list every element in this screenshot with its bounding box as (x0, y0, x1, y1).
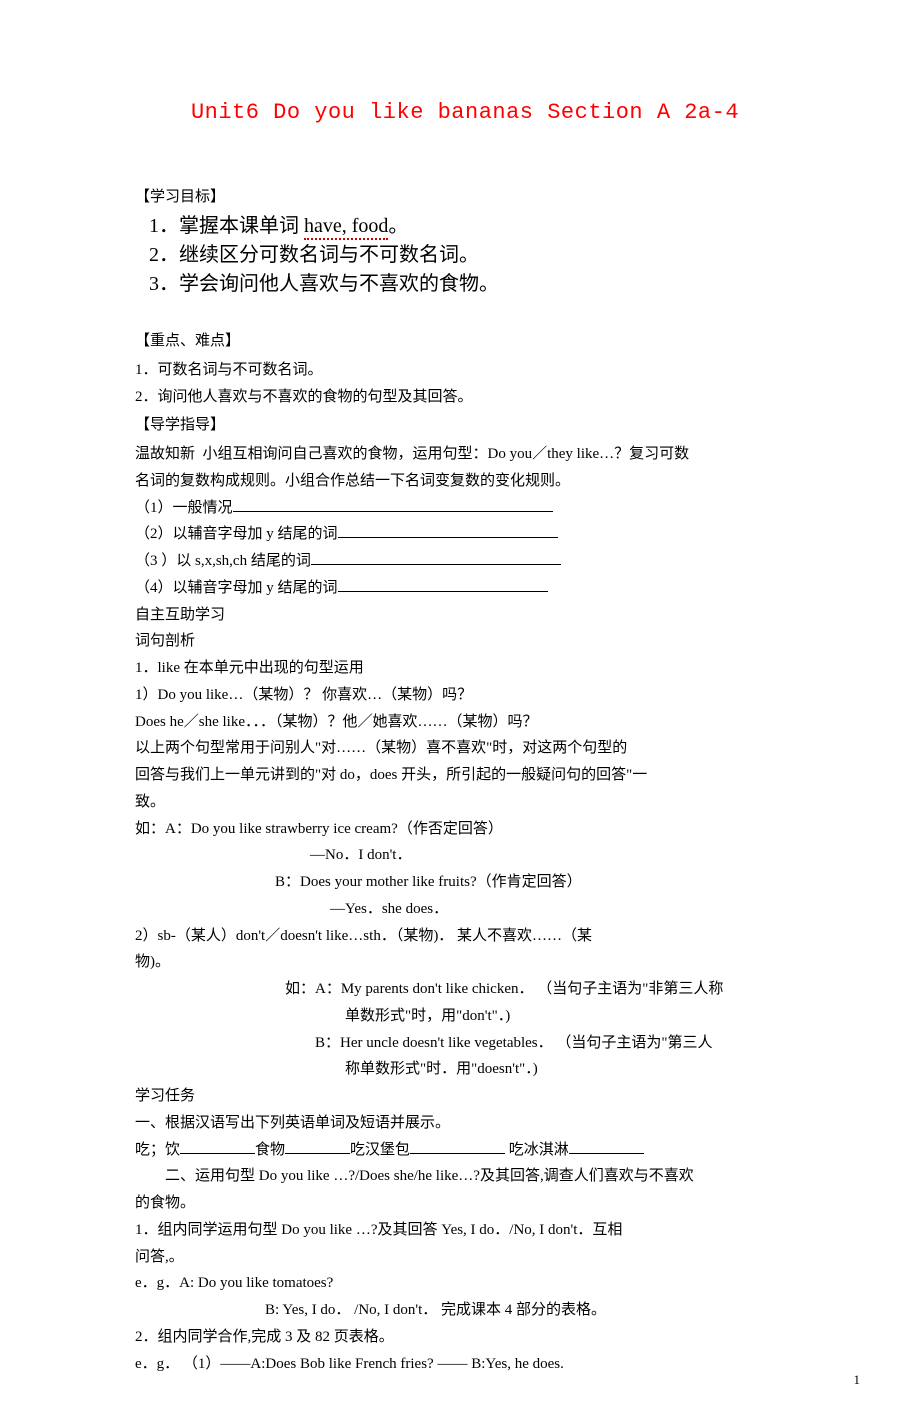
page-title: Unit6 Do you like bananas Section A 2a-4 (135, 100, 795, 125)
task1-w4: 吃冰淇淋 (509, 1142, 569, 1158)
wenguzhixin-desc1: 小组互相询问自己喜欢的食物，运用句型：Do you／they like…？复习可… (203, 446, 690, 462)
key-point-2: 2．询问他人喜欢与不喜欢的食物的句型及其回答。 (135, 385, 795, 410)
objective-1-underlined: have, food (304, 215, 388, 240)
analysis-ex2a: B：Does your mother like fruits?（作肯定回答） (275, 870, 795, 895)
wgzx-item-3: （3 ）以 s,x,sh,ch 结尾的词 (135, 549, 795, 574)
analysis-l3: 以上两个句型常用于问别人"对……（某物）喜不喜欢"时，对这两个句型的 (135, 736, 795, 761)
analysis-l6a: 2）sb-（某人）don't／doesn't like…sth．（某物)． 某人… (135, 924, 795, 949)
task1-w2: 食物 (255, 1142, 285, 1158)
analysis-l2: Does he／she like．．．（某物）？他／她喜欢……（某物）吗？ (135, 710, 795, 735)
key-point-1: 1．可数名词与不可数名词。 (135, 358, 795, 383)
analysis-l1: 1）Do you like…（某物）？ 你喜欢…（某物）吗？ (135, 683, 795, 708)
analysis-l6b: 物)。 (135, 950, 795, 975)
zizhu-label: 自主互助学习 (135, 603, 795, 628)
learning-objectives-label: 【学习目标】 (135, 185, 795, 206)
task2-ex1: e．g．A: Do you like tomatoes? (135, 1271, 795, 1296)
blank-w1[interactable] (180, 1138, 255, 1154)
task1-w3: 吃汉堡包 (350, 1142, 410, 1158)
objective-3: 3．学会询问他人喜欢与不喜欢的食物。 (149, 270, 795, 299)
task2-sub1a: 1．组内同学运用句型 Do you like …?及其回答 Yes, I do．… (135, 1218, 795, 1243)
objective-1: 1．掌握本课单词 have, food。 (149, 212, 795, 241)
task2-sub2: 2．组内同学合作,完成 3 及 82 页表格。 (135, 1325, 795, 1350)
analysis-ex4a: B：Her uncle doesn't like vegetables． （当句… (315, 1031, 795, 1056)
objectives-block: 1．掌握本课单词 have, food。 2．继续区分可数名词与不可数名词。 3… (135, 212, 795, 299)
guide-label: 【导学指导】 (135, 413, 795, 438)
wgzx-item-4: （4）以辅音字母加 y 结尾的词 (135, 576, 795, 601)
blank-w2[interactable] (285, 1138, 350, 1154)
task2-sub1b: 问答,。 (135, 1245, 795, 1270)
analysis-ex2b: —Yes．she does． (330, 897, 795, 922)
page-number: 1 (854, 1372, 861, 1388)
analysis-ex1a: 如：A：Do you like strawberry ice cream?（作否… (135, 817, 795, 842)
analysis-l4: 回答与我们上一单元讲到的"对 do，does 开头，所引起的一般疑问句的回答"一 (135, 763, 795, 788)
blank-w3[interactable] (410, 1138, 505, 1154)
task1-w1: 吃；饮 (135, 1142, 180, 1158)
objective-1-prefix: 1．掌握本课单词 (149, 215, 304, 237)
blank-4[interactable] (338, 576, 548, 592)
wenguzhixin-desc2: 名词的复数构成规则。小组合作总结一下名词变复数的变化规则。 (135, 469, 795, 494)
objective-2: 2．继续区分可数名词与不可数名词。 (149, 241, 795, 270)
ciju-label: 词句剖析 (135, 629, 795, 654)
tasks-label: 学习任务 (135, 1084, 795, 1109)
wenguzhixin-row: 温故知新 小组互相询问自己喜欢的食物，运用句型：Do you／they like… (135, 442, 795, 467)
blank-1[interactable] (233, 496, 553, 512)
blank-2[interactable] (338, 522, 558, 538)
analysis-l5: 致。 (135, 790, 795, 815)
task2-text2: 的食物。 (135, 1191, 795, 1216)
wenguzhixin-label: 温故知新 (135, 446, 195, 462)
analysis-ex1b: —No．I don't． (310, 843, 795, 868)
wgzx-item-1: （1）一般情况 (135, 496, 795, 521)
wgzx-item-2: （2）以辅音字母加 y 结尾的词 (135, 522, 795, 547)
objective-1-suffix: 。 (388, 215, 408, 237)
key-points-label: 【重点、难点】 (135, 329, 795, 354)
task2-ex3: e．g． （1）——A:Does Bob like French fries? … (135, 1352, 795, 1377)
analysis-heading: 1．like 在本单元中出现的句型运用 (135, 656, 795, 681)
task1-row: 吃；饮 食物 吃汉堡包 吃冰淇淋 (135, 1138, 795, 1163)
analysis-ex4b: 称单数形式"时．用"doesn't"．) (345, 1057, 795, 1082)
task1-heading: 一、根据汉语写出下列英语单词及短语并展示。 (135, 1111, 795, 1136)
analysis-ex3b: 单数形式"时，用"don't"．) (345, 1004, 795, 1029)
blank-w4[interactable] (569, 1138, 644, 1154)
task2-text1: 二、运用句型 Do you like …?/Does she/he like…?… (165, 1164, 795, 1189)
blank-3[interactable] (311, 549, 561, 565)
analysis-ex3a: 如：A：My parents don't like chicken． （当句子主… (285, 977, 795, 1002)
